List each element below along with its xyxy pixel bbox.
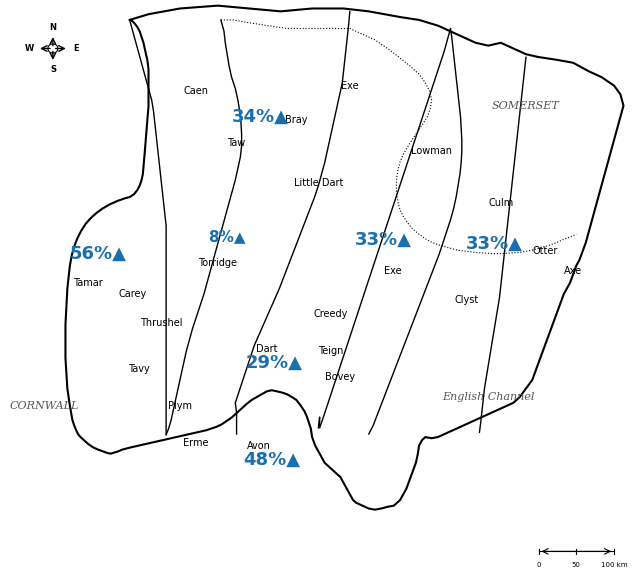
- Text: Exe: Exe: [384, 267, 401, 276]
- Text: Exe: Exe: [341, 81, 359, 91]
- Text: Erme: Erme: [183, 438, 209, 448]
- Text: English Channel: English Channel: [442, 392, 534, 402]
- Text: Teign: Teign: [318, 346, 343, 357]
- Text: S: S: [50, 65, 56, 74]
- Text: Clyst: Clyst: [454, 295, 478, 305]
- Text: Carey: Carey: [119, 289, 147, 299]
- Text: Avon: Avon: [247, 441, 270, 451]
- Text: Tamar: Tamar: [73, 278, 102, 288]
- Text: SOMERSET: SOMERSET: [492, 100, 560, 111]
- Text: 48%▲: 48%▲: [243, 451, 300, 469]
- Text: Creedy: Creedy: [314, 309, 348, 319]
- Text: 29%▲: 29%▲: [246, 354, 303, 372]
- Text: Torridge: Torridge: [198, 258, 237, 268]
- Text: Dart: Dart: [256, 343, 277, 354]
- Text: Bovey: Bovey: [325, 372, 356, 382]
- Text: Otter: Otter: [532, 246, 557, 256]
- Text: Caen: Caen: [183, 87, 208, 96]
- Text: N: N: [49, 23, 56, 32]
- Text: CORNWALL: CORNWALL: [10, 400, 80, 411]
- Text: 33%▲: 33%▲: [355, 231, 412, 249]
- Text: Lowman: Lowman: [411, 147, 452, 156]
- Text: 33%▲: 33%▲: [466, 235, 523, 253]
- Text: Plym: Plym: [168, 400, 192, 411]
- Text: Thrushel: Thrushel: [140, 318, 182, 328]
- Text: Tavy: Tavy: [128, 364, 150, 373]
- Text: Bray: Bray: [285, 115, 308, 125]
- Text: 56%▲: 56%▲: [70, 245, 127, 263]
- Text: 8%▲: 8%▲: [208, 230, 246, 245]
- Text: Taw: Taw: [227, 138, 246, 148]
- Text: E: E: [74, 44, 79, 53]
- Text: 0: 0: [536, 561, 541, 568]
- Text: 50: 50: [572, 561, 581, 568]
- Text: W: W: [24, 44, 34, 53]
- Text: Little Dart: Little Dart: [293, 178, 343, 188]
- Text: 34%▲: 34%▲: [232, 108, 288, 126]
- Text: 100 km: 100 km: [601, 561, 627, 568]
- Text: Axe: Axe: [564, 267, 582, 276]
- Text: Culm: Culm: [488, 198, 514, 208]
